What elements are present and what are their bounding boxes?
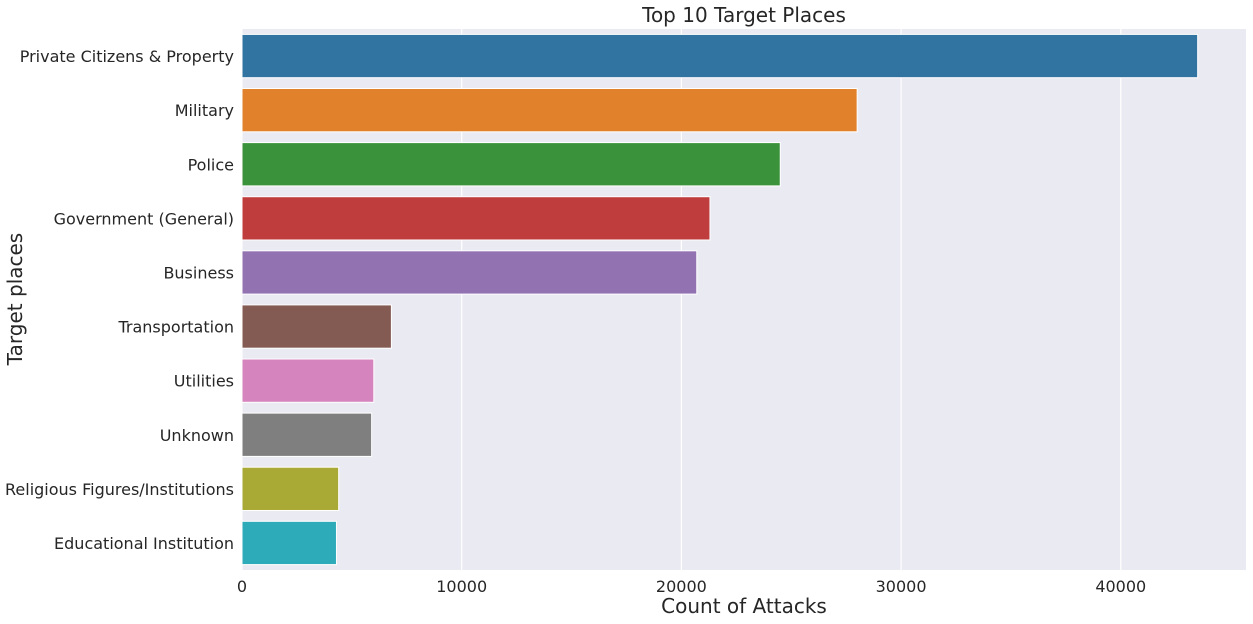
y-tick-labels: Private Citizens & Property Military Polic… — [5, 47, 234, 553]
bar — [241, 196, 711, 241]
y-tick-label: Military — [175, 101, 234, 120]
y-tick-label: Private Citizens & Property — [20, 47, 234, 66]
bar — [241, 412, 373, 457]
y-axis-title: Target places — [3, 233, 27, 366]
y-tick-label: Utilities — [174, 372, 234, 391]
x-tick-label: 20000 — [656, 577, 707, 596]
x-tick-label: 30000 — [876, 577, 927, 596]
y-tick-label: Business — [163, 263, 234, 282]
bar — [241, 142, 781, 187]
bars — [241, 33, 1199, 566]
bar — [241, 520, 337, 566]
chart-title: Top 10 Target Places — [641, 3, 846, 27]
bar — [241, 466, 340, 511]
y-tick-label: Unknown — [160, 426, 234, 445]
y-tick-label: Transportation — [117, 318, 234, 337]
y-tick-label: Educational Institution — [54, 534, 234, 553]
y-tick-label: Religious Figures/Institutions — [5, 480, 234, 499]
bar — [241, 88, 858, 133]
x-tick-label: 40000 — [1095, 577, 1146, 596]
x-tick-label: 10000 — [436, 577, 487, 596]
x-axis-title: Count of Attacks — [661, 594, 827, 618]
y-tick-label: Government (General) — [54, 209, 234, 228]
bar — [241, 250, 698, 295]
x-tick-label: 0 — [237, 577, 247, 596]
bar — [241, 358, 375, 403]
bar — [241, 33, 1199, 79]
x-tick-labels: 0 10000 20000 30000 40000 — [237, 577, 1146, 596]
bar — [241, 304, 392, 349]
y-tick-label: Police — [188, 155, 234, 174]
